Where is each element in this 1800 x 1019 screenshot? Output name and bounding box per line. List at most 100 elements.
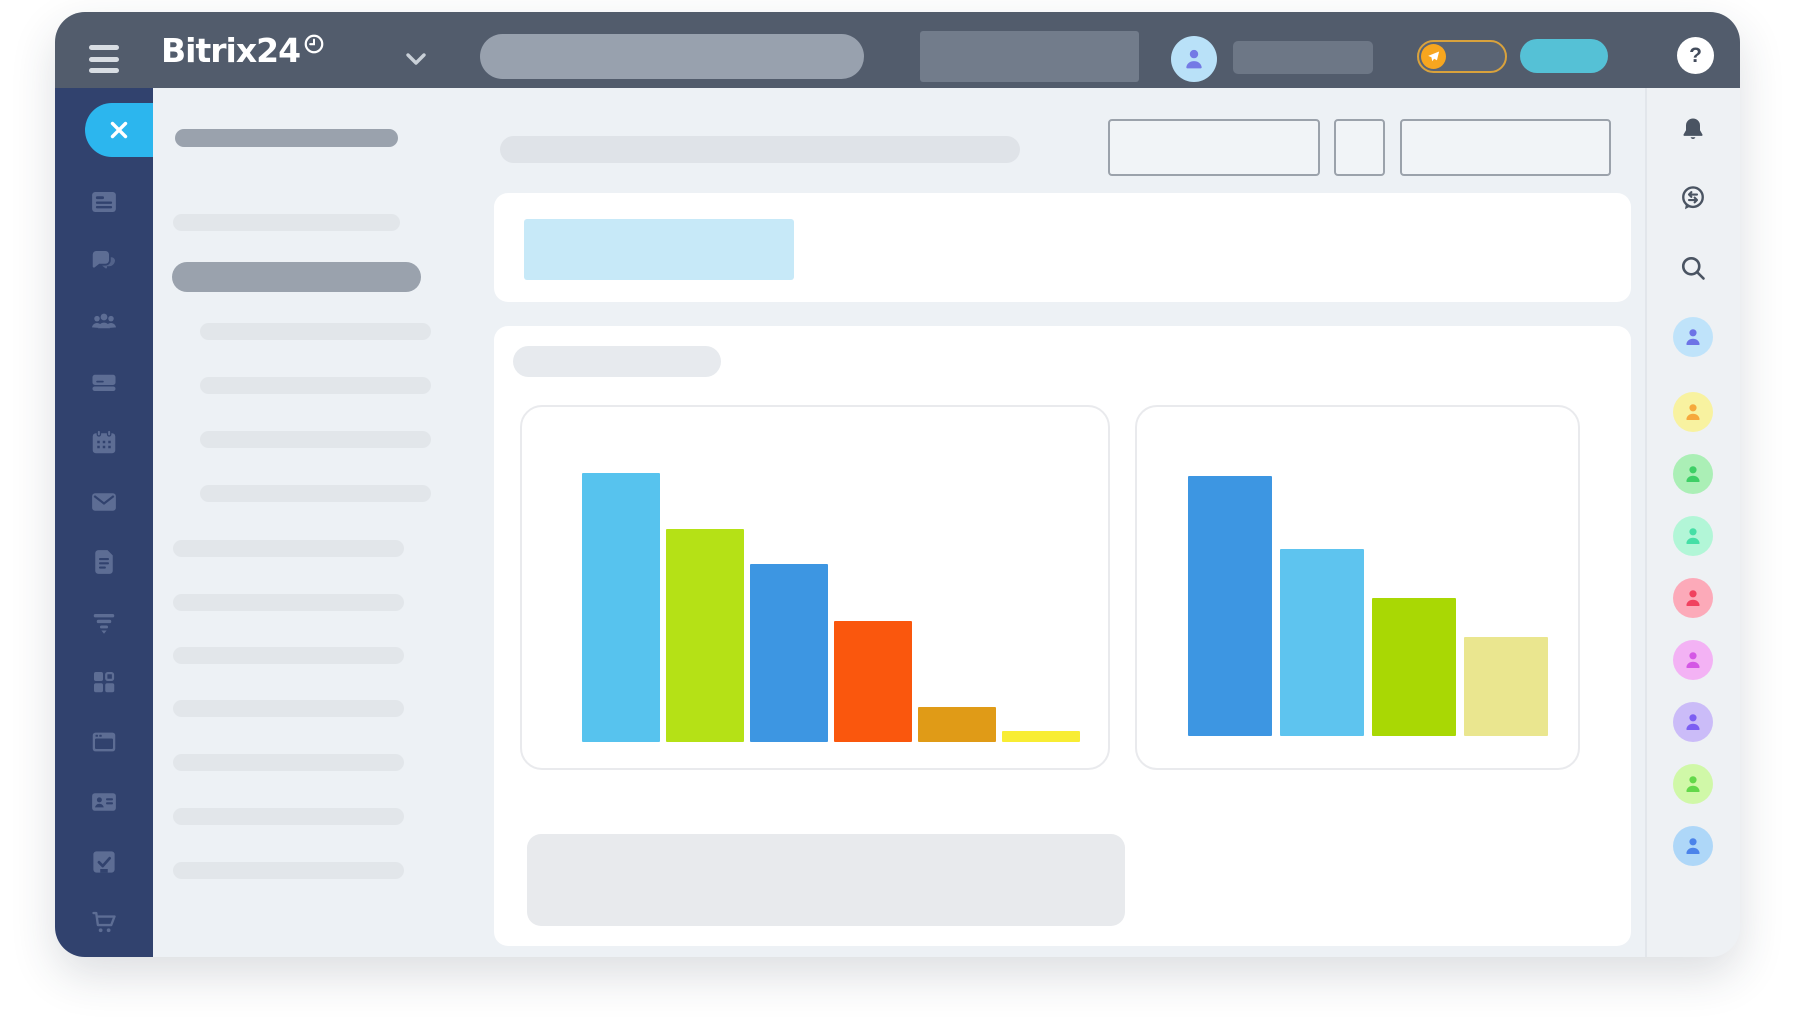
online-user-avatar[interactable] bbox=[1673, 516, 1713, 556]
user-avatar[interactable] bbox=[1171, 36, 1217, 82]
report-card bbox=[494, 326, 1631, 946]
chart-bar bbox=[834, 621, 912, 742]
chart-card-2[interactable] bbox=[1135, 405, 1580, 770]
chart-card-1[interactable] bbox=[520, 405, 1110, 770]
document-icon bbox=[89, 547, 119, 577]
sidebar-item-mail[interactable] bbox=[89, 487, 119, 517]
mail-icon bbox=[89, 487, 119, 517]
menu-item-skeleton[interactable] bbox=[175, 129, 398, 147]
online-user-avatar[interactable] bbox=[1673, 826, 1713, 866]
menu-item-skeleton[interactable] bbox=[200, 323, 431, 340]
left-sidebar bbox=[55, 88, 153, 957]
filter-box-3[interactable] bbox=[1400, 119, 1611, 176]
upgrade-plan-button[interactable] bbox=[1417, 40, 1507, 73]
brand-name: Bitrix24 bbox=[161, 30, 301, 70]
help-button[interactable]: ? bbox=[1677, 37, 1714, 74]
sidebar-item-newsfeed[interactable] bbox=[89, 187, 119, 217]
person-icon bbox=[1681, 462, 1705, 486]
contact-card-icon bbox=[89, 787, 119, 817]
grid-icon bbox=[89, 667, 119, 697]
person-icon bbox=[1681, 710, 1705, 734]
chart-bar bbox=[1002, 731, 1080, 742]
bitrix24-app-window: Bitrix24 ? bbox=[55, 12, 1740, 957]
menu-item-skeleton[interactable] bbox=[173, 594, 404, 611]
report-footer-skeleton bbox=[527, 834, 1125, 926]
clock-icon bbox=[303, 33, 325, 55]
menu-item-skeleton[interactable] bbox=[200, 485, 431, 502]
rail-tool-messenger[interactable] bbox=[1678, 183, 1708, 213]
sidebar-item-sites[interactable] bbox=[89, 727, 119, 757]
calendar-icon bbox=[89, 427, 119, 457]
online-user-avatar[interactable] bbox=[1673, 764, 1713, 804]
online-user-avatar[interactable] bbox=[1673, 454, 1713, 494]
sidebar-item-tasks[interactable] bbox=[89, 847, 119, 877]
menu-item-skeleton[interactable] bbox=[173, 540, 404, 557]
online-user-avatar[interactable] bbox=[1673, 392, 1713, 432]
sidebar-item-employees[interactable] bbox=[89, 307, 119, 337]
menu-item-skeleton[interactable] bbox=[200, 377, 431, 394]
cart-icon bbox=[89, 907, 119, 937]
online-user-avatar[interactable] bbox=[1673, 702, 1713, 742]
menu-item-skeleton[interactable] bbox=[200, 431, 431, 448]
browser-icon bbox=[89, 727, 119, 757]
checkbox-icon bbox=[89, 847, 119, 877]
username-skeleton bbox=[1233, 41, 1373, 74]
main-content bbox=[153, 88, 1645, 957]
filter-box-2[interactable] bbox=[1334, 119, 1385, 176]
banner-card bbox=[494, 193, 1631, 302]
bell-icon bbox=[1678, 115, 1708, 145]
chart-bar bbox=[1464, 637, 1548, 736]
rocket-icon bbox=[1421, 44, 1446, 69]
sidebar-item-contacts[interactable] bbox=[89, 787, 119, 817]
rail-tool-notifications[interactable] bbox=[1678, 115, 1708, 145]
online-user-avatar[interactable] bbox=[1673, 578, 1713, 618]
online-user-avatar[interactable] bbox=[1673, 640, 1713, 680]
person-icon bbox=[1681, 524, 1705, 548]
menu-item-skeleton[interactable] bbox=[172, 262, 421, 292]
online-user-avatar[interactable] bbox=[1673, 317, 1713, 357]
filter-box-1[interactable] bbox=[1108, 119, 1320, 176]
chat-icon bbox=[89, 247, 119, 277]
sidebar-item-store[interactable] bbox=[89, 907, 119, 937]
sidebar-close-button[interactable] bbox=[85, 103, 153, 157]
menu-item-skeleton[interactable] bbox=[173, 700, 404, 717]
search-input[interactable] bbox=[480, 34, 864, 79]
person-icon bbox=[1180, 45, 1208, 73]
bar-chart-2 bbox=[1137, 407, 1578, 768]
sidebar-item-drive[interactable] bbox=[89, 367, 119, 397]
person-icon bbox=[1681, 325, 1705, 349]
close-x-icon bbox=[107, 118, 131, 142]
report-title-skeleton bbox=[513, 346, 721, 377]
chevron-down-icon[interactable] bbox=[404, 50, 428, 70]
person-icon bbox=[1681, 586, 1705, 610]
right-rail bbox=[1645, 88, 1740, 957]
sidebar-item-documents[interactable] bbox=[89, 547, 119, 577]
menu-item-skeleton[interactable] bbox=[173, 808, 404, 825]
person-icon bbox=[1681, 834, 1705, 858]
menu-item-skeleton[interactable] bbox=[173, 754, 404, 771]
topbar-tab-skeleton bbox=[920, 31, 1139, 82]
sidebar-item-applications[interactable] bbox=[89, 667, 119, 697]
sidebar-item-crm[interactable] bbox=[89, 607, 119, 637]
rail-tool-search[interactable] bbox=[1678, 253, 1708, 283]
funnel-icon bbox=[89, 607, 119, 637]
chart-bar bbox=[1188, 476, 1272, 736]
sidebar-item-messenger[interactable] bbox=[89, 247, 119, 277]
chart-bar bbox=[1372, 598, 1456, 736]
menu-item-skeleton[interactable] bbox=[173, 862, 404, 879]
bar-chart-1 bbox=[522, 407, 1108, 768]
topbar-action-button[interactable] bbox=[1520, 39, 1608, 73]
chart-bar bbox=[918, 707, 996, 742]
people-icon bbox=[89, 307, 119, 337]
newsfeed-icon bbox=[89, 187, 119, 217]
menu-item-skeleton[interactable] bbox=[173, 647, 404, 664]
person-icon bbox=[1681, 772, 1705, 796]
menu-item-skeleton[interactable] bbox=[173, 214, 400, 231]
chart-bar bbox=[750, 564, 828, 742]
hamburger-icon[interactable] bbox=[89, 45, 119, 73]
sidebar-item-calendar[interactable] bbox=[89, 427, 119, 457]
person-icon bbox=[1681, 400, 1705, 424]
brand-logo[interactable]: Bitrix24 bbox=[161, 12, 325, 88]
search-icon bbox=[1678, 253, 1708, 283]
